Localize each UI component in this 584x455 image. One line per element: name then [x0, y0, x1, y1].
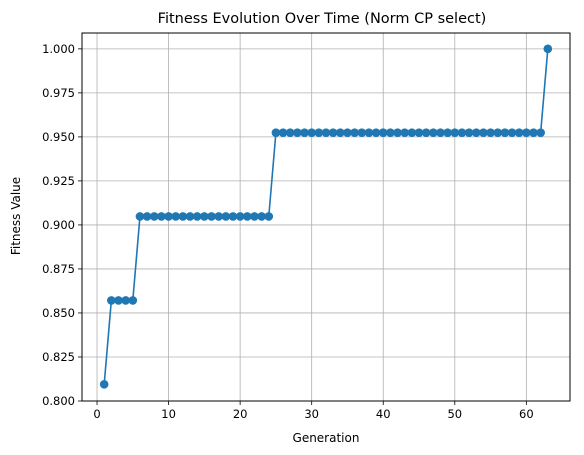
data-point	[285, 128, 295, 137]
x-tick-label: 40	[376, 407, 391, 421]
data-point	[207, 212, 216, 221]
data-point	[314, 128, 324, 137]
data-point	[457, 128, 467, 137]
data-point	[300, 128, 309, 137]
data-point	[107, 296, 116, 305]
data-point	[264, 212, 274, 221]
data-point	[543, 44, 553, 54]
x-axis-label: Generation	[293, 431, 360, 445]
data-point	[464, 128, 474, 137]
data-point	[192, 212, 202, 221]
data-point	[500, 128, 510, 137]
data-point	[235, 212, 245, 221]
data-point	[471, 128, 481, 137]
x-tick-label: 20	[233, 407, 248, 421]
data-point	[121, 296, 130, 305]
data-point	[278, 128, 288, 137]
data-point	[350, 128, 359, 137]
data-point	[185, 212, 195, 221]
data-point	[157, 212, 166, 221]
data-point	[486, 128, 495, 137]
data-point	[336, 128, 345, 137]
data-point	[164, 212, 173, 221]
data-point	[507, 128, 517, 137]
x-tick-label: 60	[519, 407, 534, 421]
y-tick-label: 0.800	[42, 394, 75, 408]
x-axis: 0 10 20 30 40 50 60	[93, 401, 534, 421]
x-tick-label: 30	[304, 407, 319, 421]
data-point	[378, 128, 388, 137]
data-point	[343, 128, 352, 137]
y-tick-label: 0.925	[42, 174, 75, 188]
data-point	[493, 128, 503, 137]
data-point	[228, 212, 238, 221]
y-axis-label: Fitness Value	[9, 177, 23, 255]
data-point	[178, 212, 188, 221]
data-point	[386, 128, 395, 137]
data-point	[357, 128, 367, 137]
series-points-group	[99, 44, 553, 389]
data-point	[135, 212, 145, 221]
x-tick-label: 50	[447, 407, 462, 421]
data-point	[328, 128, 338, 137]
data-point	[214, 212, 223, 221]
data-point	[142, 212, 152, 221]
data-point	[257, 212, 266, 221]
chart-title: Fitness Evolution Over Time (Norm CP sel…	[158, 11, 487, 27]
data-point	[242, 212, 252, 221]
data-point	[393, 128, 402, 137]
y-tick-label: 0.900	[42, 218, 75, 232]
data-point	[514, 128, 524, 137]
data-point	[250, 212, 259, 221]
plot-frame	[81, 32, 571, 402]
x-tick-label: 0	[93, 407, 100, 421]
data-point	[364, 128, 374, 137]
data-point	[479, 128, 488, 137]
data-point	[99, 379, 109, 389]
data-point	[171, 212, 181, 221]
data-point	[114, 296, 123, 305]
data-point	[128, 296, 138, 305]
data-point	[400, 128, 410, 137]
y-tick-label: 0.975	[42, 86, 75, 100]
y-tick-label: 0.825	[42, 350, 75, 364]
data-point	[271, 128, 281, 137]
x-tick-label: 10	[161, 407, 176, 421]
data-point	[436, 128, 445, 137]
y-tick-label: 0.875	[42, 262, 75, 276]
data-point	[200, 212, 209, 221]
y-axis: 0.800 0.825 0.850 0.875 0.900 0.925 0.950 0.975…	[42, 42, 82, 408]
data-point	[293, 128, 302, 137]
data-point	[443, 128, 452, 137]
data-point	[307, 128, 316, 137]
data-point	[414, 128, 424, 137]
data-point	[421, 128, 431, 137]
y-tick-label: 0.850	[42, 306, 75, 320]
data-point	[407, 128, 417, 137]
data-point	[536, 128, 545, 137]
y-tick-label: 1.000	[42, 42, 75, 56]
data-point	[371, 128, 381, 137]
data-point	[149, 212, 159, 221]
data-point	[522, 128, 531, 137]
data-point	[450, 128, 460, 137]
data-point	[221, 212, 231, 221]
y-tick-label: 0.950	[42, 130, 75, 144]
data-point	[529, 128, 538, 137]
data-point	[321, 128, 331, 137]
data-point	[429, 128, 438, 137]
